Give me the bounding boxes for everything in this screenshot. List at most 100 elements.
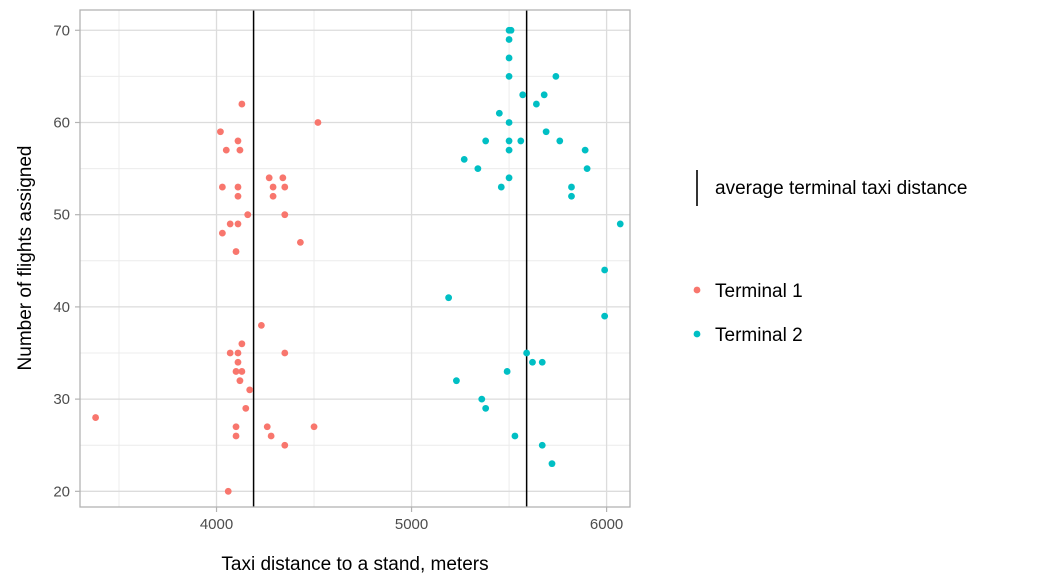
terminal-2-point [542,128,550,136]
y-tick-label: 40 [53,299,70,316]
terminal-2-point [505,137,513,145]
terminal-2-point [497,183,505,191]
terminal-2-point [601,266,609,274]
terminal-1-point [246,386,254,394]
terminal-2-point [616,220,624,228]
terminal-2-point [583,165,591,172]
terminal-1-point [310,423,318,431]
average-distance-lines [252,10,528,507]
terminal-1-point [281,183,289,191]
terminal-1-point [279,174,287,182]
minor-gridlines [80,10,630,507]
terminal-1-point [234,137,242,145]
terminal-2-point [505,54,513,62]
terminal-1-point [281,349,289,357]
terminal-1-point [232,248,240,255]
terminal-2-point [453,377,460,385]
terminal-1-point [236,377,244,385]
terminal-1-point [236,146,244,154]
terminal-1-point [269,183,277,191]
terminal-1-point [296,238,304,246]
legend-terminal-2-label: Terminal 2 [715,325,803,346]
terminal-1-point [222,146,230,154]
terminal-2-point [517,137,525,145]
terminal-2-point [505,72,513,80]
x-tick-label: 4000 [200,516,233,533]
legend: average terminal taxi distance Terminal … [693,170,967,346]
y-tick-label: 30 [53,391,70,408]
legend-terminal-1-label: Terminal 1 [715,281,803,302]
terminal-2-point [482,137,490,145]
terminal-1-point [234,349,242,357]
y-tick-label: 70 [53,22,70,39]
terminal-1-point [242,404,250,412]
terminal-1-point [234,358,242,366]
terminal-2-point [523,349,531,357]
data-points [92,26,624,495]
terminal-2-point [548,460,556,468]
terminal-1-point [232,423,240,431]
terminal-2-point [503,368,511,375]
terminal-1-point [234,183,242,191]
terminal-2-point [507,26,515,34]
legend-reference-line-label: average terminal taxi distance [715,178,967,199]
x-axis-ticks: 4000 5000 6000 [200,507,623,533]
legend-terminal-2-key [693,330,701,338]
legend-terminal-1-key [693,286,701,294]
plot-panel-border [79,9,631,508]
terminal-2-point [505,36,513,43]
terminal-2-point [552,72,560,80]
terminal-1-point [232,432,240,440]
x-tick-label: 6000 [590,516,623,533]
y-axis-ticks: 20 30 40 50 60 70 [53,22,80,500]
terminal-1-point [244,211,252,219]
y-tick-label: 50 [53,207,70,224]
terminal-2-point [601,312,609,320]
terminal-1-point [234,192,242,200]
terminal-2-point [519,91,527,99]
terminal-2-point [474,165,482,172]
terminal-1-point [281,441,289,449]
terminal-2-point [540,91,548,99]
terminal-2-point [482,404,490,412]
terminal-2-point [495,109,503,117]
terminal-2-point [460,155,468,163]
terminal-1-point [218,229,226,237]
terminal-2-point [538,441,546,449]
terminal-2-point [538,358,546,366]
major-gridlines [80,10,630,507]
x-tick-label: 5000 [395,516,428,533]
terminal-2-point [478,395,486,403]
terminal-2-point [505,174,513,182]
y-tick-label: 60 [53,114,70,131]
terminal-1-point [226,349,234,357]
terminal-1-point [263,423,271,431]
terminal-2-point [532,100,540,108]
terminal-1-point [217,128,224,136]
terminal-1-point [281,211,289,219]
terminal-1-point [232,368,240,375]
y-axis-title: Number of flights assigned [15,146,36,371]
terminal-1-point [238,368,246,375]
terminal-2-point [581,146,589,154]
terminal-1-point [269,192,277,200]
terminal-1-point [224,487,232,495]
terminal-1-point [257,321,265,329]
terminal-1-point [267,432,275,440]
terminal-1-point [218,183,226,191]
terminal-2-point [505,119,513,126]
terminal-2-point [568,192,575,200]
terminal-2-point [511,432,519,440]
terminal-1-point [226,220,234,228]
terminal-1-point [238,340,246,348]
terminal-1-point [92,414,100,421]
terminal-2-point [556,137,564,145]
terminal-1-point [314,119,322,126]
y-tick-label: 20 [53,483,70,500]
x-axis-title: Taxi distance to a stand, meters [221,554,488,575]
terminal-1-point [238,100,246,108]
terminal-1-point [234,220,242,228]
terminal-1-point [265,174,273,182]
